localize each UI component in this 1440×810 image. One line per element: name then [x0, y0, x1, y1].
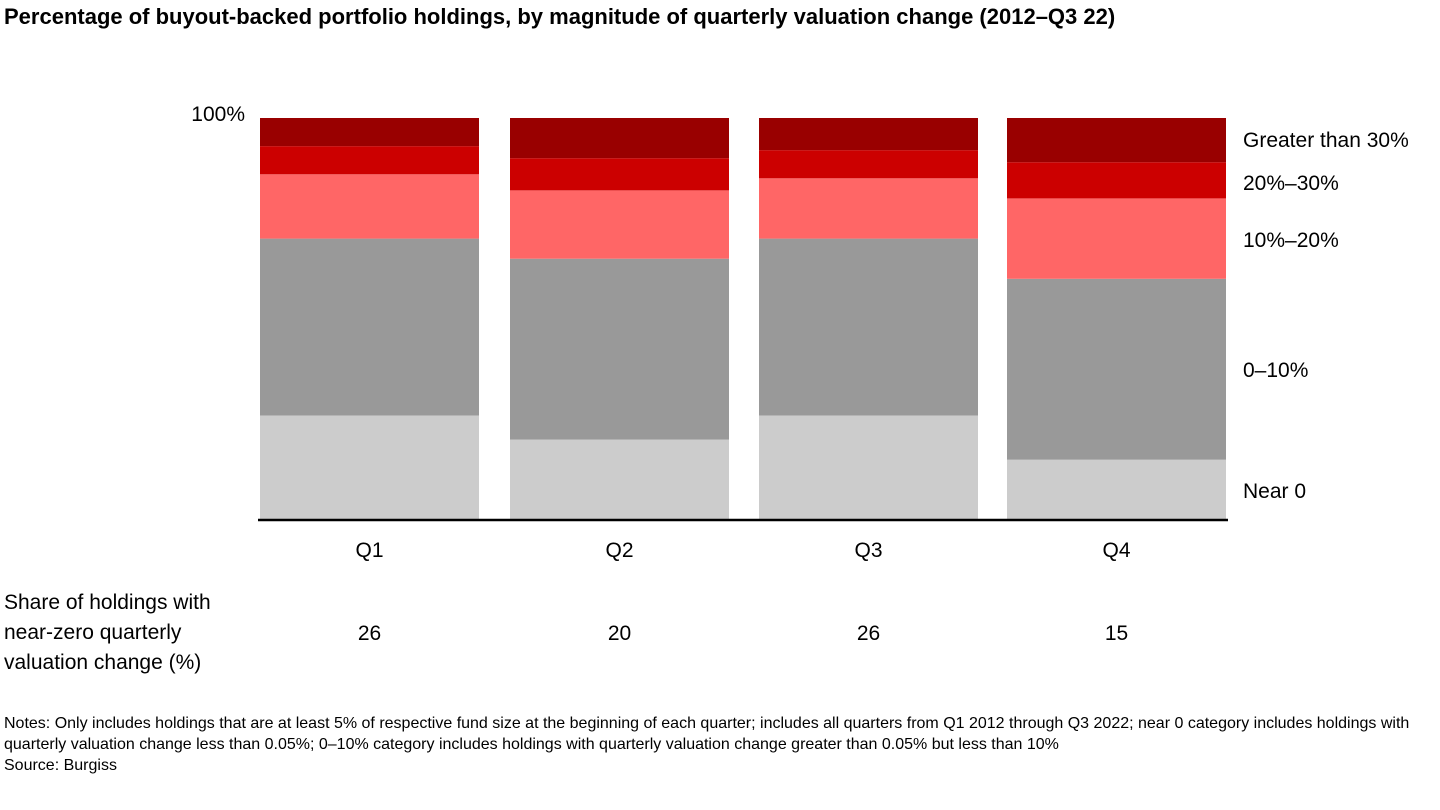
bar-segment-q2-0 — [510, 439, 729, 520]
share-value-q2: 20 — [608, 622, 631, 645]
bar-segment-q2-2 — [510, 190, 729, 259]
legend-label-4: Greater than 30% — [1243, 129, 1409, 152]
bar-segment-q4-1 — [1007, 278, 1226, 460]
legend-label-0: Near 0 — [1243, 480, 1306, 503]
bar-segment-q4-4 — [1007, 118, 1226, 163]
bar-segment-q3-3 — [759, 150, 978, 179]
bar-segment-q4-3 — [1007, 162, 1226, 199]
share-value-q4: 15 — [1105, 622, 1128, 645]
x-tick-labels: Q1 Q2 Q3 Q4 — [355, 539, 1130, 562]
bar-segment-q4-0 — [1007, 459, 1226, 520]
bar-segment-q2-4 — [510, 118, 729, 159]
bar-segment-q2-1 — [510, 258, 729, 440]
bar-segment-q1-0 — [260, 415, 479, 520]
y-tick-label-100: 100% — [191, 103, 245, 126]
bar-segment-q1-1 — [260, 238, 479, 416]
notes-text: Notes: Only includes holdings that are a… — [4, 715, 1410, 753]
stacked-bar-chart: 100% Q1 Q2 Q3 Q4 Near 0 0–10% 10%–20% 20%–30% G… — [191, 103, 1409, 645]
bar-segment-q3-0 — [759, 415, 978, 520]
x-tick-label-q1: Q1 — [355, 539, 383, 562]
x-tick-label-q2: Q2 — [605, 539, 633, 562]
x-tick-label-q4: Q4 — [1102, 539, 1130, 562]
legend: Near 0 0–10% 10%–20% 20%–30% Greater than 30… — [1243, 129, 1409, 503]
share-row-label-line: near-zero quarterly — [4, 621, 182, 644]
legend-label-1: 0–10% — [1243, 359, 1308, 382]
bar-segment-q1-3 — [260, 146, 479, 175]
bar-segment-q1-2 — [260, 174, 479, 239]
share-values-row: 26 20 26 15 — [358, 622, 1128, 645]
share-row-label-line: Share of holdings with — [4, 591, 211, 614]
bar-segment-q1-4 — [260, 118, 479, 147]
notes-block: Notes: Only includes holdings that are a… — [4, 713, 1436, 776]
x-tick-label-q3: Q3 — [854, 539, 882, 562]
legend-label-2: 10%–20% — [1243, 229, 1339, 252]
share-row-label: Share of holdings with near-zero quarter… — [4, 588, 211, 678]
bar-segment-q3-1 — [759, 238, 978, 416]
bar-segment-q4-2 — [1007, 198, 1226, 279]
chart-title: Percentage of buyout-backed portfolio ho… — [4, 4, 1116, 29]
bar-segment-q3-4 — [759, 118, 978, 151]
bars-group — [260, 118, 1226, 520]
share-row-label-line: valuation change (%) — [4, 651, 202, 674]
source-text: Source: Burgiss — [4, 757, 117, 774]
share-value-q3: 26 — [857, 622, 880, 645]
share-value-q1: 26 — [358, 622, 381, 645]
bar-segment-q3-2 — [759, 178, 978, 239]
legend-label-3: 20%–30% — [1243, 172, 1339, 195]
bar-segment-q2-3 — [510, 158, 729, 191]
